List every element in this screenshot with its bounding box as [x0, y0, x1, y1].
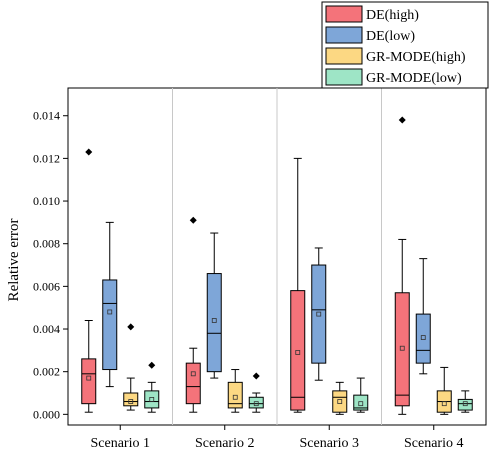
legend-swatch	[325, 5, 363, 23]
x-tick-label: Scenario 1	[91, 436, 150, 451]
box-iqr	[353, 394, 369, 411]
mean-marker	[337, 399, 343, 404]
mean-marker	[399, 345, 405, 351]
mean-marker	[232, 394, 238, 400]
outlier-point	[85, 148, 93, 156]
box-gr-mode-high--3	[332, 381, 348, 415]
outlier-point	[127, 323, 135, 331]
box-de-high--4	[394, 116, 410, 415]
y-axis-label: Relative error	[6, 219, 22, 302]
outlier-point	[252, 372, 260, 380]
legend-label: DE(high)	[366, 8, 419, 23]
mean-marker	[149, 397, 155, 402]
box-gr-mode-high--4	[436, 366, 452, 415]
mean-marker	[253, 401, 259, 407]
box-iqr	[248, 396, 264, 409]
box-de-low--2	[206, 232, 222, 379]
box-gr-mode-high--1	[123, 323, 139, 411]
box-gr-mode-low--4	[457, 390, 473, 413]
y-tick-label: 0.008	[33, 237, 60, 251]
legend-swatch	[325, 47, 363, 65]
y-tick-label: 0.012	[33, 151, 60, 165]
y-tick-label: 0.000	[33, 407, 60, 421]
box-gr-mode-high--2	[227, 369, 243, 413]
box-iqr	[102, 279, 118, 371]
legend-label: DE(low)	[366, 29, 415, 44]
mean-marker	[295, 350, 301, 355]
box-gr-mode-low--3	[353, 377, 369, 413]
box-de-high--2	[185, 216, 201, 413]
box-iqr	[81, 358, 97, 405]
box-iqr	[394, 292, 410, 407]
axes: 0.000 0.002 0.004 0.006 0.008 0.010 0.012 0.014…	[33, 109, 463, 451]
box-iqr	[144, 390, 160, 409]
box-de-low--3	[311, 247, 327, 381]
outlier-point	[148, 361, 156, 369]
box-iqr	[332, 390, 348, 413]
mean-marker	[86, 375, 92, 381]
box-iqr	[457, 398, 473, 411]
y-tick-label: 0.006	[33, 279, 60, 293]
scenario-dividers	[172, 88, 382, 425]
y-tick-label: 0.014	[33, 109, 60, 123]
x-tick-label: Scenario 4	[404, 436, 463, 451]
legend-swatch	[325, 26, 363, 44]
box-de-high--1	[81, 148, 97, 413]
legend-label: GR-MODE(low)	[366, 71, 462, 86]
mean-marker	[211, 318, 217, 323]
y-tick-label: 0.010	[33, 194, 60, 208]
legend-swatch	[325, 68, 363, 86]
mean-marker	[190, 371, 196, 377]
legend-label: GR-MODE(high)	[366, 50, 466, 65]
box-series-layer	[81, 116, 473, 415]
x-tick-label: Scenario 2	[195, 436, 254, 451]
box-iqr	[311, 264, 327, 364]
outlier-point	[189, 216, 197, 224]
mean-marker	[128, 399, 134, 404]
mean-marker	[316, 311, 322, 317]
outlier-point	[398, 116, 406, 124]
box-iqr	[185, 362, 201, 405]
mean-marker	[358, 401, 364, 407]
box-iqr	[415, 313, 431, 364]
legend: DE(high) DE(low) GR-MODE(high) GR-MODE(low)	[321, 1, 489, 89]
box-de-high--3	[290, 157, 306, 413]
mean-marker	[441, 401, 447, 407]
mean-marker	[420, 335, 426, 340]
box-gr-mode-low--2	[248, 372, 264, 413]
y-tick-label: 0.002	[33, 365, 60, 379]
box-gr-mode-low--1	[144, 361, 160, 413]
box-de-low--4	[415, 258, 431, 375]
y-tick-label: 0.004	[33, 322, 60, 336]
mean-marker	[462, 401, 468, 407]
x-tick-label: Scenario 3	[300, 436, 359, 451]
mean-marker	[107, 309, 113, 315]
box-de-low--1	[102, 221, 118, 388]
